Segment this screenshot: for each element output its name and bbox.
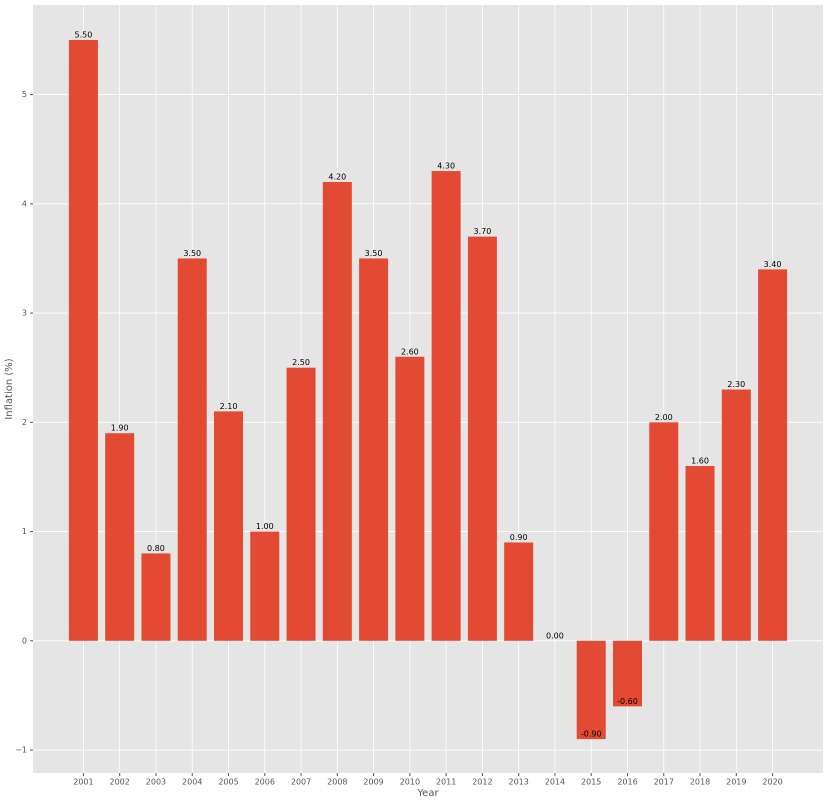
plot-area [33,5,823,773]
value-label: 2.00 [655,413,673,422]
x-tick-label: 2020 [762,778,782,787]
y-tick-label: −1 [15,746,27,755]
x-tick-label: 2013 [508,778,528,787]
y-axis-label: Inflation (%) [4,358,15,419]
value-label: 4.20 [328,172,346,181]
value-label: 2.10 [220,402,238,411]
x-tick-label: 2016 [617,778,637,787]
x-tick-label: 2004 [182,778,202,787]
bar [213,411,244,641]
x-tick-label: 2017 [654,778,674,787]
y-tick-label: 0 [22,636,27,645]
x-tick-label: 2009 [363,778,383,787]
x-tick-label: 2019 [726,778,746,787]
bar [359,258,389,641]
x-tick-label: 2005 [218,778,238,787]
value-label: 2.50 [292,358,310,367]
value-label: 1.00 [256,522,274,531]
x-tick-label: 2006 [255,778,275,787]
bar [68,39,98,641]
bar [467,236,497,641]
y-tick-label: 1 [22,527,27,536]
x-tick-label: 2008 [327,778,347,787]
value-label: 5.50 [75,30,93,39]
bar [141,553,171,641]
x-tick-label: 2018 [690,778,710,787]
y-tick-label: 4 [22,199,27,208]
y-tick-label: 2 [22,418,27,427]
x-tick-label: 2007 [291,778,311,787]
x-tick-label: 2003 [146,778,166,787]
x-tick-label: 2010 [400,778,420,787]
x-tick-label: 2001 [73,778,93,787]
x-tick-label: 2014 [545,778,565,787]
bar [576,640,606,740]
bar [395,356,425,641]
bar [721,389,751,641]
bar [685,466,715,641]
value-label: 0.80 [147,544,165,553]
value-label: 3.50 [365,249,383,258]
x-tick-label: 2011 [436,778,456,787]
bar [177,258,207,641]
x-tick-label: 2015 [581,778,601,787]
value-label: 1.90 [111,424,129,433]
bar [504,542,534,641]
bar [431,171,461,641]
bar [649,422,679,641]
bar [612,640,643,707]
value-label: 0.90 [510,533,528,542]
bar [322,181,352,641]
bar [105,433,135,641]
value-label: 0.00 [546,631,564,640]
x-tick-label: 2002 [110,778,130,787]
value-label: 4.30 [437,162,455,171]
value-label: -0.60 [617,697,638,706]
y-tick-label: 5 [22,90,27,99]
x-tick-label: 2012 [472,778,492,787]
value-label: 1.60 [691,457,709,466]
value-label: 3.40 [764,260,782,269]
x-axis-label: Year [416,788,439,799]
bar [250,531,280,641]
value-label: 3.70 [474,227,492,236]
bar [758,269,788,641]
y-tick-label: 3 [22,309,27,318]
bar [286,367,316,641]
value-label: -0.90 [581,730,602,739]
value-label: 2.60 [401,347,419,356]
value-label: 3.50 [183,249,201,258]
value-label: 2.30 [727,380,745,389]
